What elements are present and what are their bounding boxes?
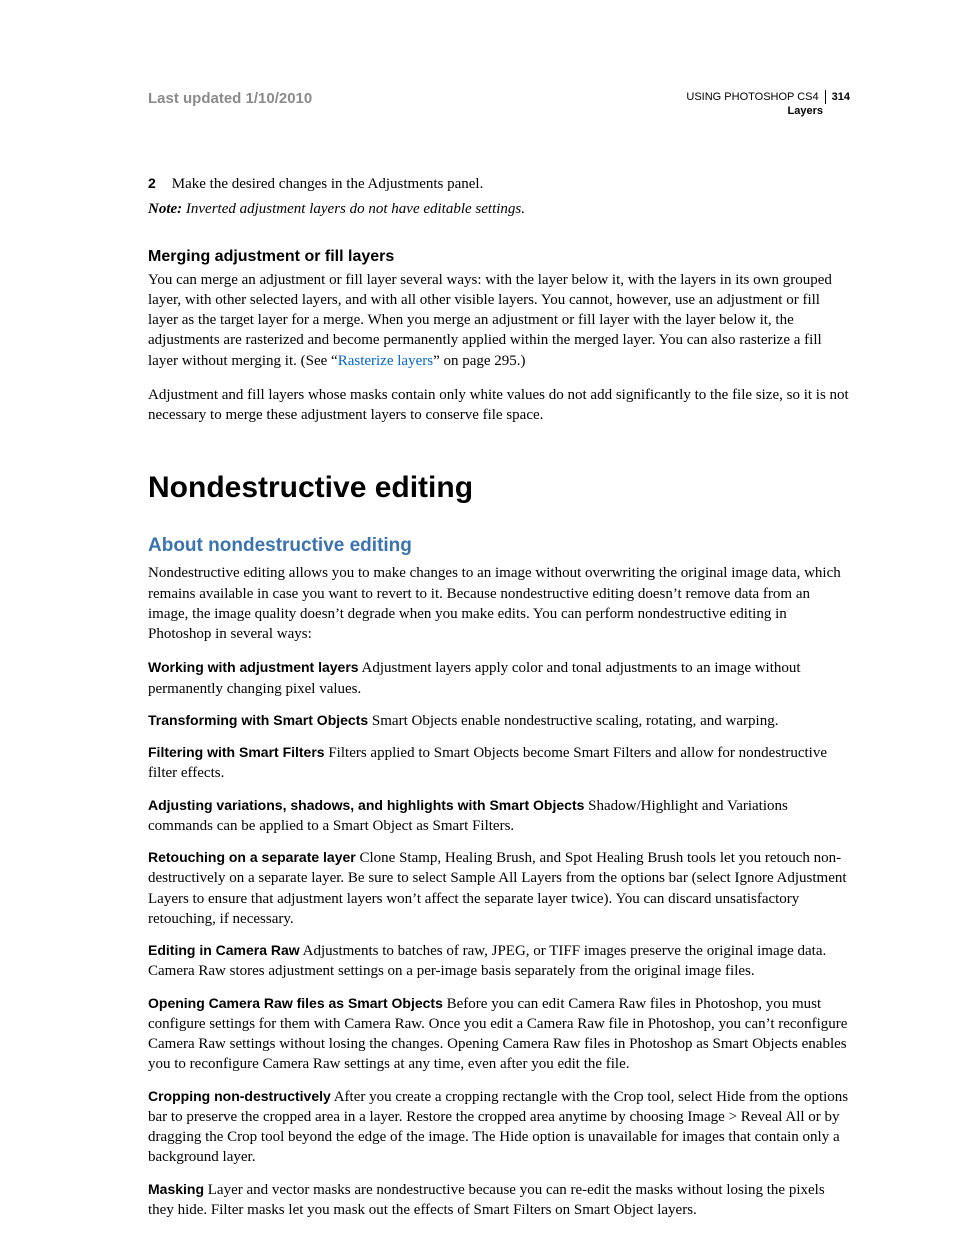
nd-item-0: Working with adjustment layers Adjustmen… [148, 658, 850, 699]
heading-nondestructive: Nondestructive editing [148, 471, 850, 505]
note-label: Note: [148, 201, 182, 217]
nd-item-8-text: Layer and vector masks are nondestructiv… [148, 1182, 825, 1218]
runin-smart-filters: Filtering with Smart Filters [148, 744, 325, 760]
merging-p1: You can merge an adjustment or fill laye… [148, 270, 850, 371]
page: Last updated 1/10/2010 USING PHOTOSHOP C… [0, 0, 954, 1235]
runin-variations: Adjusting variations, shadows, and highl… [148, 797, 584, 813]
section-name: Layers [686, 104, 850, 118]
step-line: 2 Make the desired changes in the Adjust… [148, 175, 850, 193]
runin-smart-objects-transform: Transforming with Smart Objects [148, 712, 368, 728]
doc-title: USING PHOTOSHOP CS4 [686, 90, 825, 104]
heading-about-nd: About nondestructive editing [148, 535, 850, 557]
nd-item-4: Retouching on a separate layer Clone Sta… [148, 848, 850, 929]
nd-item-6: Opening Camera Raw files as Smart Object… [148, 994, 850, 1075]
runin-camera-raw: Editing in Camera Raw [148, 942, 300, 958]
runin-camera-raw-smart: Opening Camera Raw files as Smart Object… [148, 995, 443, 1011]
step-text: Make the desired changes in the Adjustme… [172, 176, 484, 192]
page-header: Last updated 1/10/2010 USING PHOTOSHOP C… [148, 90, 850, 119]
nd-item-3: Adjusting variations, shadows, and highl… [148, 796, 850, 837]
nd-item-8: Masking Layer and vector masks are nonde… [148, 1180, 850, 1221]
runin-masking: Masking [148, 1181, 204, 1197]
last-updated: Last updated 1/10/2010 [148, 90, 312, 107]
nd-item-5: Editing in Camera Raw Adjustments to bat… [148, 941, 850, 982]
step-number: 2 [148, 175, 168, 191]
runin-adjustment-layers: Working with adjustment layers [148, 659, 359, 675]
nd-item-1-text: Smart Objects enable nondestructive scal… [368, 713, 778, 729]
merging-p2: Adjustment and fill layers whose masks c… [148, 385, 850, 426]
heading-merging: Merging adjustment or fill layers [148, 248, 850, 266]
nd-intro: Nondestructive editing allows you to mak… [148, 563, 850, 644]
nd-item-1: Transforming with Smart Objects Smart Ob… [148, 711, 850, 731]
nd-item-2: Filtering with Smart Filters Filters app… [148, 743, 850, 784]
nd-item-7: Cropping non-destructively After you cre… [148, 1087, 850, 1168]
note-line: Note: Inverted adjustment layers do not … [148, 201, 850, 218]
runin-cropping: Cropping non-destructively [148, 1088, 331, 1104]
note-text: Inverted adjustment layers do not have e… [186, 201, 525, 217]
runin-retouching: Retouching on a separate layer [148, 849, 356, 865]
header-right: USING PHOTOSHOP CS4 314 Layers [686, 90, 850, 119]
link-rasterize-layers[interactable]: Rasterize layers [338, 353, 433, 369]
merging-p1b: ” on page 295.) [433, 353, 525, 369]
page-number: 314 [832, 90, 850, 104]
